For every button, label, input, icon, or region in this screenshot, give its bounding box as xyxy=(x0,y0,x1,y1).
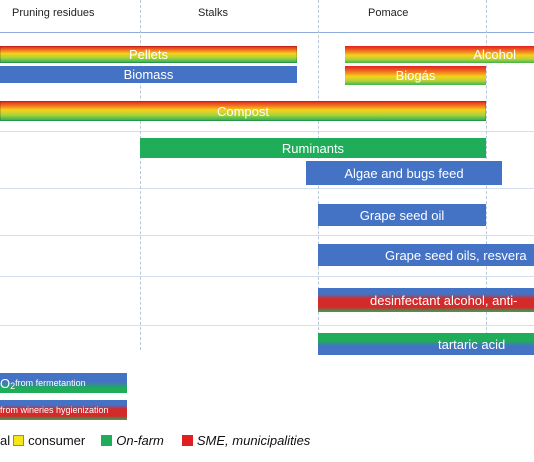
legend: al consumer On-farm SME, municipalities xyxy=(0,431,310,449)
legend-item-partial-label: al xyxy=(0,432,11,448)
desinfectant-alcohol-bar: desinfectant alcohol, anti- xyxy=(318,288,534,312)
header-pomace: Pomace xyxy=(368,7,409,19)
column-divider xyxy=(140,0,141,350)
legend-consumer-label: consumer xyxy=(28,432,86,448)
row-divider xyxy=(0,188,534,189)
co2-fermentation-label: from fermetantion xyxy=(15,378,86,388)
co2-subscript: 2 xyxy=(10,381,16,391)
header-pruning-residues: Pruning residues xyxy=(12,7,95,19)
legend-onfarm-swatch xyxy=(101,434,113,446)
grape-seed-oils-resveratrol-bar: Grape seed oils, resvera xyxy=(318,244,534,266)
biogas-bar: Biogás xyxy=(345,66,486,85)
header-stalks: Stalks xyxy=(198,7,228,19)
alcohol-bar: Alcohol xyxy=(345,46,534,63)
hygienization-label: from wineries hygienization xyxy=(0,405,109,415)
row-divider xyxy=(0,276,534,277)
row-divider xyxy=(0,131,534,132)
legend-sme-label: SME, municipalities xyxy=(196,432,311,448)
hygienization-bar: from wineries hygienization xyxy=(0,400,127,420)
tartaric-acid-bar: tartaric acid xyxy=(318,333,534,355)
biomass-bar: Biomass xyxy=(0,66,297,83)
legend-sme-swatch xyxy=(181,434,193,446)
legend-onfarm-label: On-farm xyxy=(116,432,164,448)
algae-bugs-feed-bar: Algae and bugs feed xyxy=(306,161,502,185)
co2-label: O xyxy=(0,375,11,391)
compost-bar: Compost xyxy=(0,101,486,121)
pellets-bar: Pellets xyxy=(0,46,297,63)
ruminants-bar: Ruminants xyxy=(140,138,486,158)
grape-seed-oil-bar: Grape seed oil xyxy=(318,204,486,226)
row-divider xyxy=(0,235,534,236)
header-divider xyxy=(0,32,534,33)
legend-consumer-swatch xyxy=(13,434,25,446)
row-divider xyxy=(0,325,534,326)
